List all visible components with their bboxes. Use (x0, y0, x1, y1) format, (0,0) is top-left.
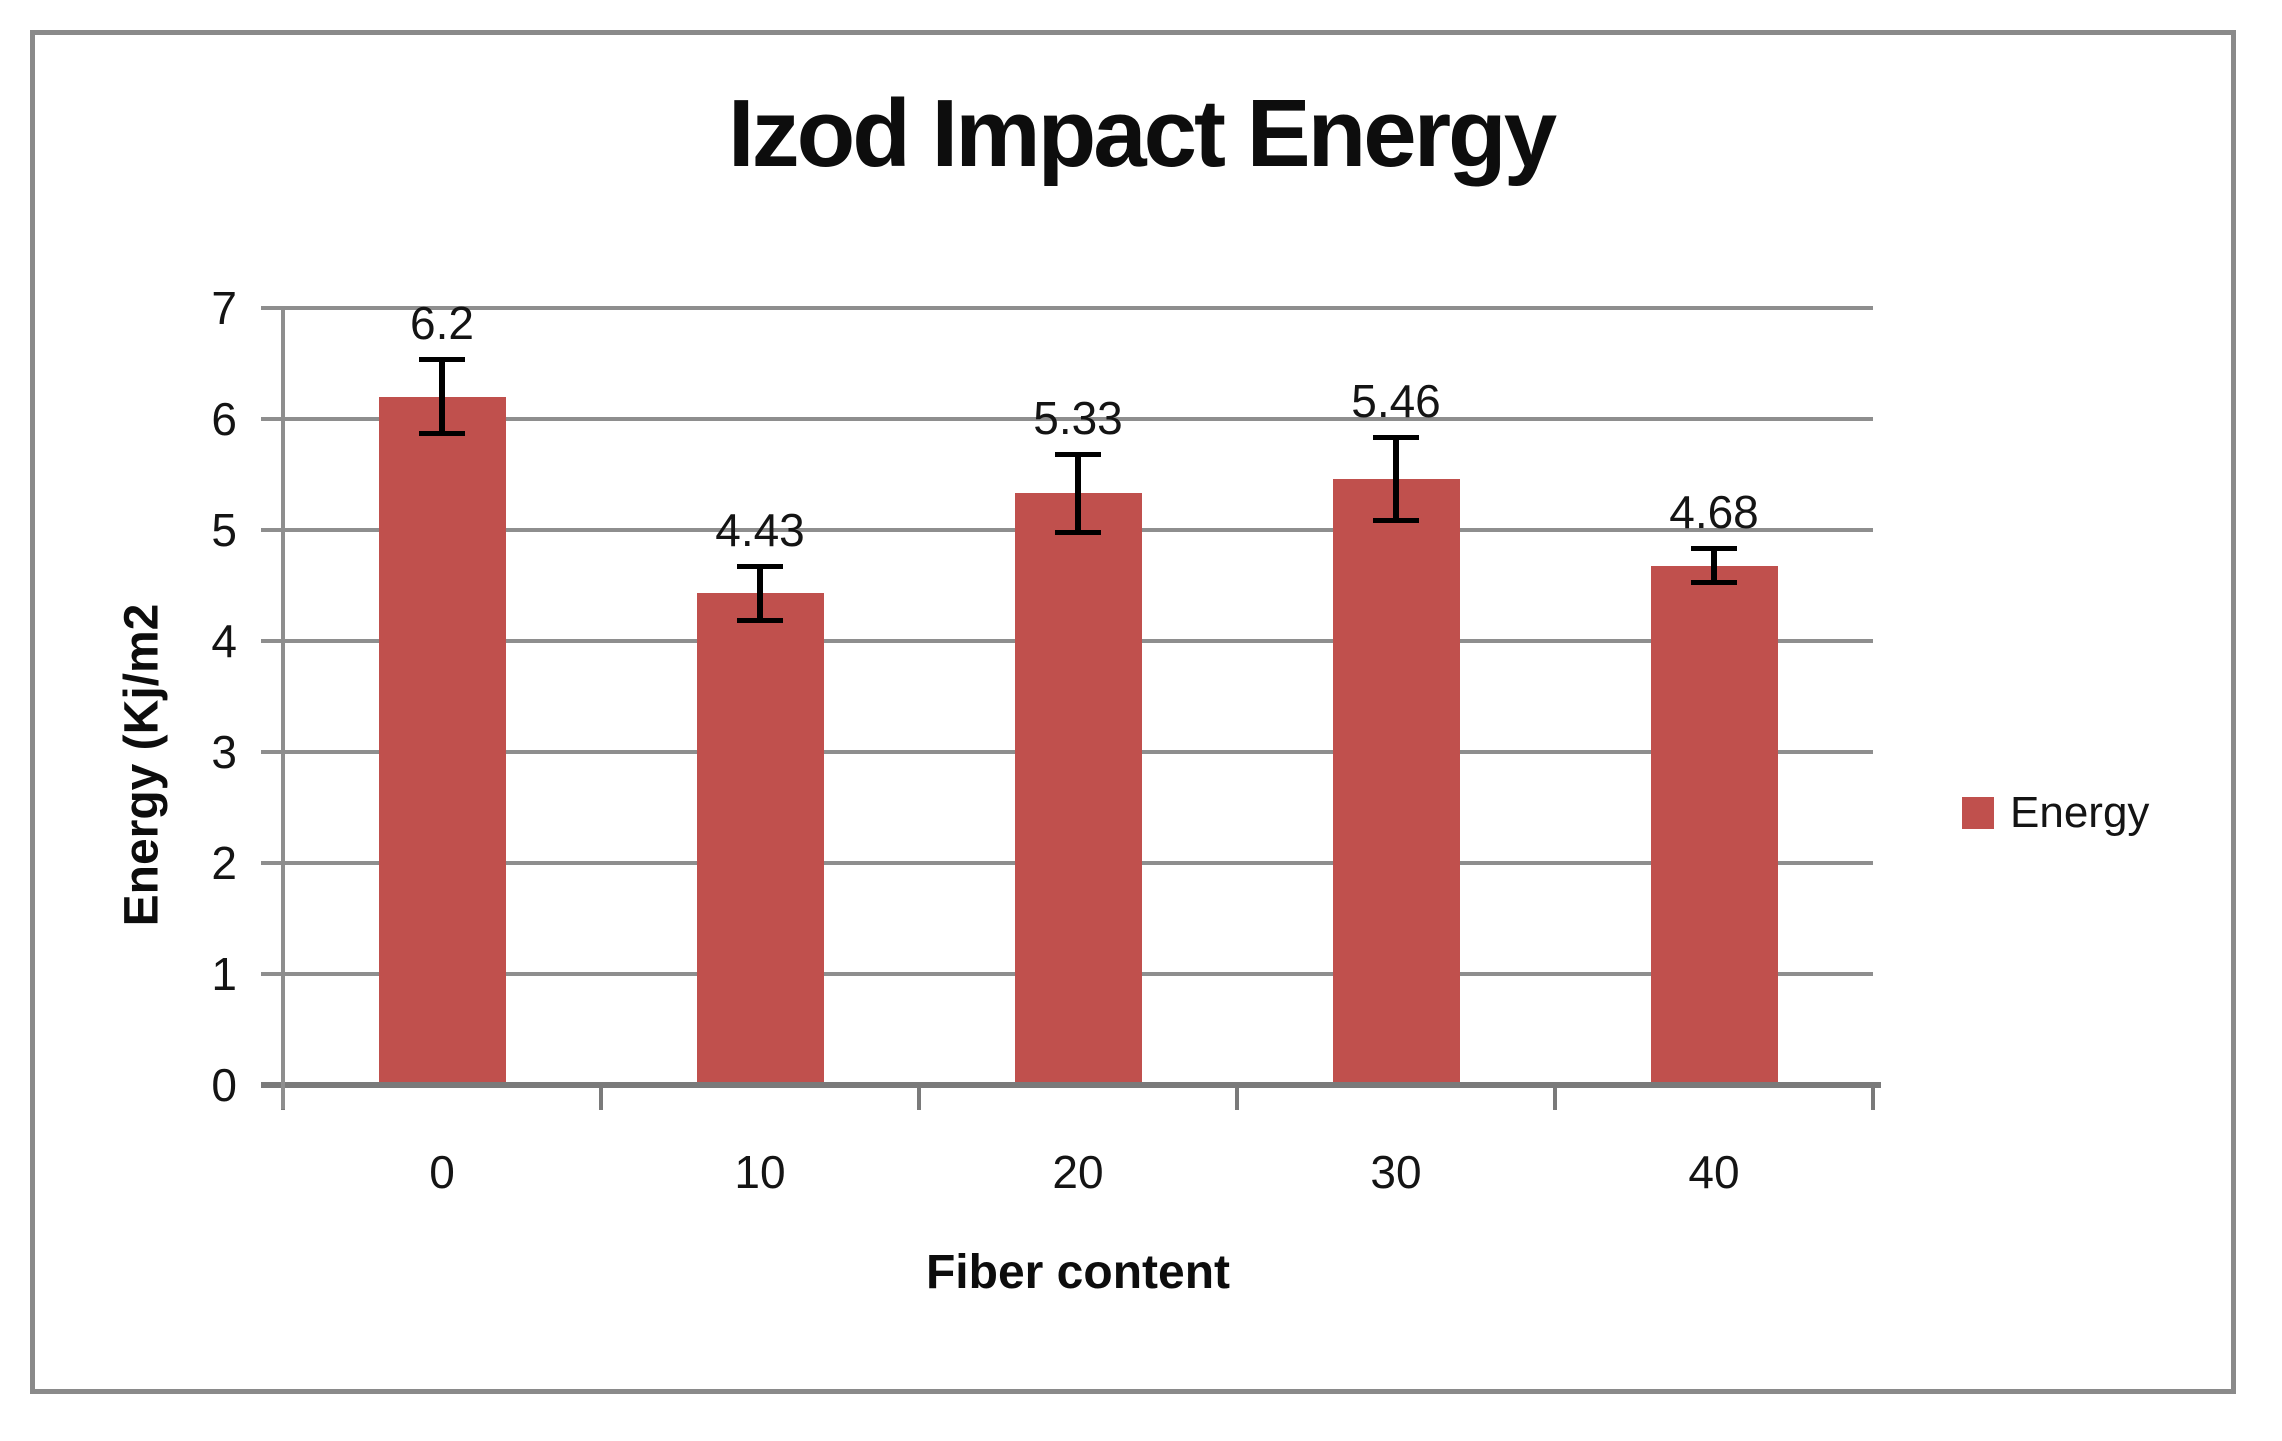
y-tick-label: 1 (211, 948, 237, 1000)
y-tick-label: 7 (211, 282, 237, 334)
error-bar-stem (439, 360, 445, 434)
gridline (261, 306, 1873, 310)
category-tick (917, 1088, 921, 1110)
y-axis-line (281, 306, 285, 1109)
error-bar-cap (1691, 580, 1737, 586)
x-tick-label: 10 (734, 1146, 786, 1198)
y-tick-label: 2 (211, 837, 237, 889)
error-bar-stem (1711, 548, 1717, 583)
bar (1650, 565, 1778, 1085)
category-tick (599, 1088, 603, 1110)
y-tick-label: 4 (211, 615, 237, 667)
x-tick-label: 30 (1370, 1146, 1422, 1198)
error-bar-cap (1373, 518, 1419, 524)
bar (696, 593, 824, 1085)
error-bar-cap (1055, 451, 1101, 457)
bar-value-label: 5.46 (1351, 374, 1441, 427)
y-tick-label: 6 (211, 393, 237, 445)
error-bar-stem (757, 566, 763, 620)
category-tick (1553, 1088, 1557, 1110)
x-tick-label: 20 (1052, 1146, 1104, 1198)
category-tick (1871, 1088, 1875, 1110)
error-bar-stem (1393, 437, 1399, 521)
x-tick-label: 40 (1688, 1146, 1740, 1198)
error-bar-cap (419, 357, 465, 363)
bar (1332, 478, 1460, 1085)
category-tick (1235, 1088, 1239, 1110)
error-bar-cap (1691, 545, 1737, 551)
bar-value-label: 6.2 (410, 297, 474, 350)
legend-label-energy: Energy (2010, 788, 2150, 837)
x-tick-label: 0 (429, 1146, 455, 1198)
chart-title: Izod Impact Energy (727, 80, 1557, 187)
error-bar-cap (1055, 530, 1101, 536)
legend: Energy (1962, 788, 2149, 838)
bar (1014, 493, 1142, 1085)
error-bar-cap (419, 431, 465, 437)
x-axis-line (261, 1082, 1881, 1088)
error-bar-cap (737, 617, 783, 623)
bar-value-label: 4.68 (1669, 485, 1759, 538)
error-bar-cap (1373, 434, 1419, 440)
bar (378, 396, 506, 1085)
gridline (261, 417, 1873, 421)
bar-value-label: 5.33 (1033, 391, 1123, 444)
y-tick-label: 0 (211, 1059, 237, 1111)
error-bar-stem (1075, 454, 1081, 533)
y-tick-label: 3 (211, 726, 237, 778)
x-axis-title: Fiber content (925, 1246, 1230, 1299)
error-bar-cap (737, 563, 783, 569)
legend-swatch-energy (1962, 797, 1994, 829)
plot-area: 0 1 2 3 4 5 6 7 6.2 0 4.43 10 5.33 20 5.46 30 4.68 40 (211, 282, 1881, 1195)
bar-value-label: 4.43 (715, 503, 805, 556)
y-tick-label: 5 (211, 504, 237, 556)
